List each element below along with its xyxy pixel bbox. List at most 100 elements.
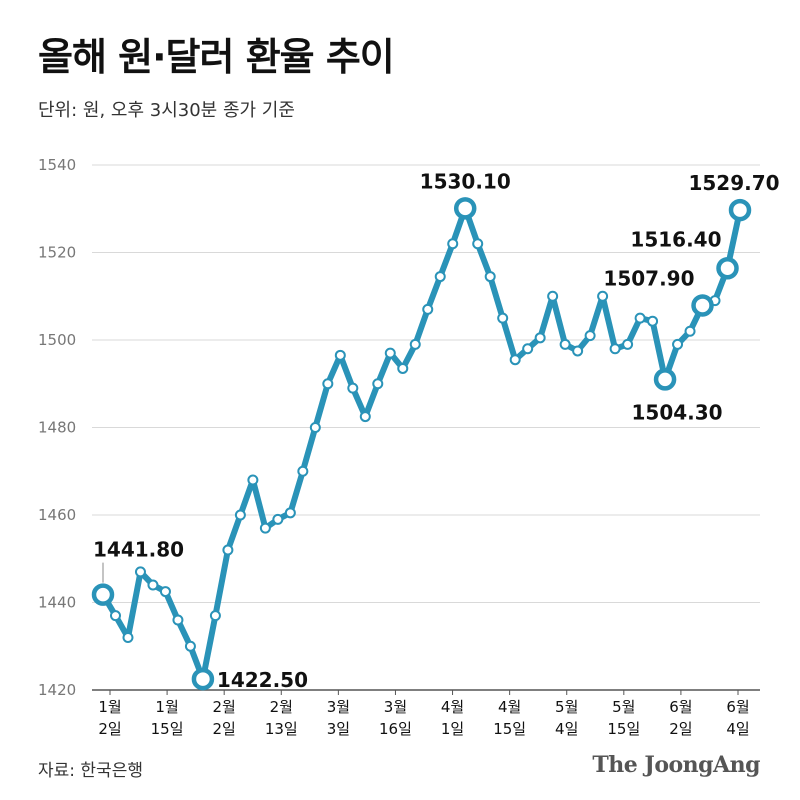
- y-tick-label: 1540: [38, 156, 76, 174]
- series-line: [100, 205, 743, 683]
- x-tick-label: 2일: [98, 720, 121, 738]
- x-tick-label: 6월: [669, 698, 692, 716]
- y-tick-label: 1520: [38, 244, 76, 262]
- data-label: 1422.50: [217, 668, 308, 692]
- x-tick-label: 3월: [384, 698, 407, 716]
- x-tick-label: 2월: [213, 698, 236, 716]
- data-point: [472, 238, 484, 250]
- x-tick-label: 15일: [493, 720, 526, 738]
- x-tick-label: 4일: [555, 720, 578, 738]
- data-point: [309, 422, 321, 433]
- data-point: [297, 465, 309, 477]
- data-label: 1504.30: [632, 400, 723, 424]
- data-point: [447, 238, 459, 250]
- y-tick-label: 1500: [38, 331, 76, 349]
- data-point: [622, 338, 634, 350]
- data-point: [234, 509, 246, 521]
- data-label: 1441.80: [93, 538, 184, 562]
- highlight-point: [691, 294, 714, 317]
- x-tick-label: 5월: [612, 698, 635, 716]
- data-point: [334, 349, 346, 361]
- x-axis: 1월 2일 1월 15일 2월 2일 2월 13일 3월 3일 3월 16일 4월 1일 4월 15일 5월 4일…: [98, 690, 750, 738]
- chart-title: 올해 원·달러 환율 추이: [38, 35, 395, 79]
- data-point: [647, 315, 659, 327]
- highlight-point: [453, 197, 477, 220]
- brand-logo: The JoongAng: [592, 752, 760, 778]
- data-label: 1507.90: [603, 266, 694, 290]
- data-point: [497, 312, 509, 324]
- highlight-point: [728, 198, 752, 222]
- x-tick-label: 2일: [669, 720, 692, 738]
- highlight-point: [91, 583, 115, 606]
- data-point: [597, 290, 609, 302]
- x-tick-label: 3일: [327, 720, 350, 738]
- data-point: [409, 338, 421, 350]
- data-point: [322, 378, 334, 390]
- chart-subtitle: 단위: 원, 오후 3시30분 종가 기준: [38, 100, 295, 121]
- data-label: 1529.70: [688, 171, 779, 195]
- y-tick-label: 1440: [38, 594, 76, 612]
- data-point: [147, 579, 159, 591]
- highlight-point: [716, 257, 739, 280]
- data-point: [209, 610, 221, 622]
- data-point: [422, 303, 434, 315]
- y-tick-label: 1480: [38, 419, 76, 437]
- data-label: 1516.40: [630, 227, 721, 251]
- data-point: [572, 345, 584, 357]
- data-point: [159, 586, 171, 598]
- data-point: [509, 354, 521, 366]
- data-point: [172, 614, 184, 626]
- data-point: [272, 513, 284, 525]
- data-point: [347, 382, 359, 394]
- data-point: [547, 290, 559, 302]
- x-tick-label: 1월: [155, 698, 178, 716]
- x-tick-label: 1일: [441, 720, 464, 738]
- annotations: 1441.80 1422.50 1530.10 1504.30 1507.90 1516.…: [91, 169, 780, 692]
- data-point: [584, 330, 596, 342]
- x-tick-label: 4월: [498, 698, 521, 716]
- data-point: [372, 378, 384, 390]
- data-point: [672, 338, 684, 350]
- exchange-rate-line: [100, 205, 743, 683]
- data-point: [634, 312, 646, 324]
- x-tick-label: 16일: [379, 720, 412, 738]
- x-tick-label: 15일: [607, 720, 640, 738]
- data-label: 1530.10: [420, 169, 511, 193]
- data-point: [484, 271, 496, 283]
- data-point: [122, 632, 134, 643]
- data-point: [109, 610, 121, 622]
- y-tick-label: 1460: [38, 506, 76, 524]
- data-point: [259, 522, 271, 534]
- data-point: [534, 332, 546, 344]
- data-point: [522, 343, 534, 355]
- highlight-point: [653, 368, 677, 391]
- data-point: [384, 347, 396, 359]
- data-point: [359, 411, 371, 423]
- x-tick-label: 15일: [151, 720, 184, 738]
- gridlines: [92, 164, 760, 691]
- data-point: [284, 507, 296, 519]
- data-point: [184, 640, 196, 652]
- x-tick-label: 3월: [327, 698, 350, 716]
- x-tick-label: 1월: [98, 698, 121, 716]
- data-point: [434, 271, 446, 283]
- x-tick-label: 4일: [726, 720, 749, 738]
- data-point: [684, 325, 696, 337]
- x-tick-label: 5월: [555, 698, 578, 716]
- highlight-point: [191, 667, 215, 691]
- data-point: [134, 566, 146, 578]
- x-tick-label: 13일: [265, 720, 298, 738]
- data-point: [247, 474, 259, 486]
- y-axis: 1420 1440 1460 1480 1500 1520 1540: [38, 156, 76, 699]
- data-point: [559, 338, 571, 350]
- x-tick-label: 2월: [270, 698, 293, 716]
- y-tick-label: 1420: [38, 681, 76, 699]
- x-tick-label: 6월: [726, 698, 749, 716]
- x-tick-label: 2일: [213, 720, 236, 738]
- source-note: 자료: 한국은행: [38, 761, 143, 781]
- data-point: [609, 343, 621, 355]
- data-point: [397, 362, 409, 374]
- data-points: [109, 238, 721, 652]
- data-point: [222, 544, 234, 556]
